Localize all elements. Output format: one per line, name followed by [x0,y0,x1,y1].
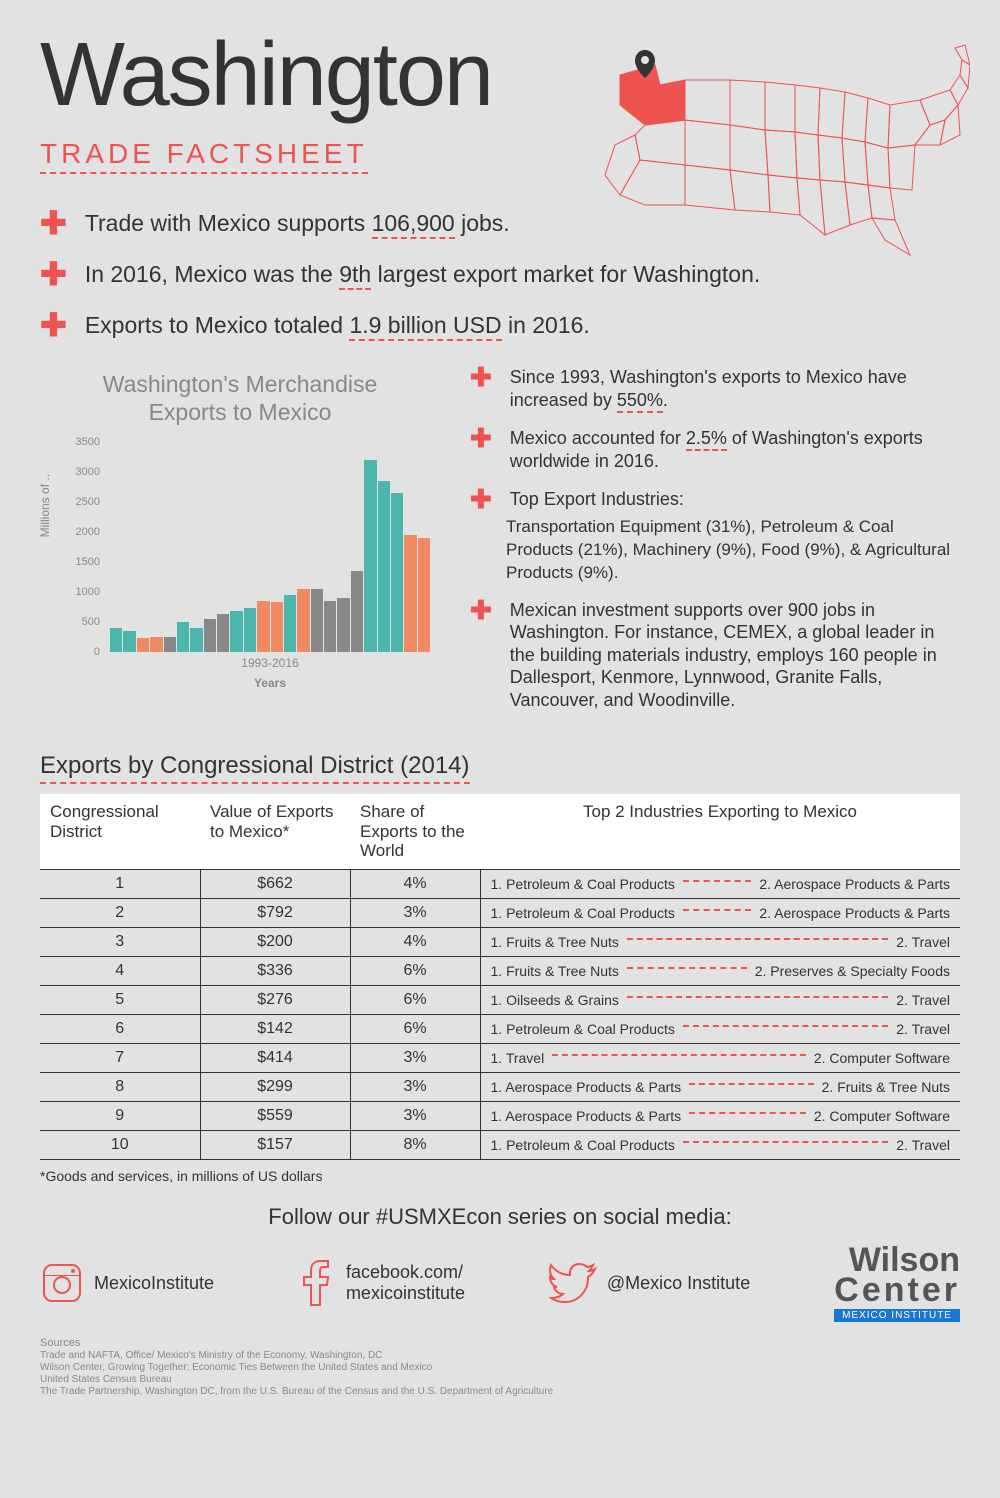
x-axis-label: 1993-2016 [110,656,430,670]
wilson-logo: Wilson Center MEXICO INSTITUTE [834,1245,960,1322]
bar [271,602,283,651]
bar [391,493,403,652]
table-row: 5$2766%1. Oilseeds & Grains2. Travel [40,985,960,1014]
bar [324,601,336,652]
instagram-icon [40,1261,84,1305]
bullet-item: ✚ Top Export Industries: [470,488,960,511]
bar [244,608,256,651]
col-header: Top 2 Industries Exporting to Mexico [480,794,960,869]
plus-icon: ✚ [470,599,492,622]
table-row: 2$7923%1. Petroleum & Coal Products2. Ae… [40,898,960,927]
chart-block: Washington's MerchandiseExports to Mexic… [40,361,440,727]
facebook-link[interactable]: facebook.com/mexicoinstitute [298,1259,465,1307]
bullet-item: ✚ Mexico accounted for 2.5% of Washingto… [470,427,960,472]
table-row: 7$4143%1. Travel2. Computer Software [40,1043,960,1072]
plus-icon: ✚ [470,488,492,511]
bar [404,535,416,652]
bar [177,622,189,652]
bar-chart: Millions of .. 0500100015002000250030003… [70,442,440,682]
bar [284,595,296,652]
bar [337,598,349,652]
plus-icon: ✚ [470,427,492,450]
x-axis-title: Years [110,676,430,690]
twitter-icon [549,1263,597,1303]
exports-heading: Exports by Congressional District (2014) [40,752,470,784]
bullet-item: ✚ In 2016, Mexico was the 9th largest ex… [40,260,960,289]
table-row: 3$2004%1. Fruits & Tree Nuts2. Travel [40,927,960,956]
bar [364,460,376,652]
col-header: Value of Exports to Mexico* [200,794,350,869]
bullet-item: ✚ Mexican investment supports over 900 j… [470,599,960,712]
bar [150,637,162,652]
plus-icon: ✚ [40,311,67,340]
us-map [590,30,970,260]
exports-table: Congressional District Value of Exports … [40,794,960,1160]
plus-icon: ✚ [40,209,67,238]
col-header: Share of Exports to the World [350,794,480,869]
y-axis-label: Millions of .. [38,474,52,537]
twitter-link[interactable]: @Mexico Institute [549,1263,750,1303]
table-row: 4$3366%1. Fruits & Tree Nuts2. Preserves… [40,956,960,985]
chart-title: Washington's MerchandiseExports to Mexic… [40,371,440,426]
table-row: 1$6624%1. Petroleum & Coal Products2. Ae… [40,869,960,898]
bar [418,538,430,652]
bar [110,628,122,652]
bar [230,611,242,652]
bullet-item: ✚ Exports to Mexico totaled 1.9 billion … [40,311,960,340]
table-row: 8$2993%1. Aerospace Products & Parts2. F… [40,1072,960,1101]
bar [311,589,323,652]
plus-icon: ✚ [470,366,492,389]
table-row: 10$1578%1. Petroleum & Coal Products2. T… [40,1130,960,1159]
subtitle: TRADE FACTSHEET [40,138,368,174]
social-heading: Follow our #USMXEcon series on social me… [40,1204,960,1230]
bar [297,589,309,652]
side-bullets: ✚ Since 1993, Washington's exports to Me… [470,361,960,727]
facebook-icon [298,1259,336,1307]
sources: Sources Trade and NAFTA, Office/ Mexico'… [40,1337,960,1398]
bar [164,637,176,652]
bar [351,571,363,652]
table-row: 6$1426%1. Petroleum & Coal Products2. Tr… [40,1014,960,1043]
table-note: *Goods and services, in millions of US d… [40,1168,960,1184]
col-header: Congressional District [40,794,200,869]
bullet-subtext: Transportation Equipment (31%), Petroleu… [506,516,960,585]
bar [190,628,202,652]
bar [137,638,149,651]
bar [217,614,229,651]
table-row: 9$5593%1. Aerospace Products & Parts2. C… [40,1101,960,1130]
bullet-item: ✚ Since 1993, Washington's exports to Me… [470,366,960,411]
bar [204,619,216,652]
instagram-link[interactable]: MexicoInstitute [40,1261,214,1305]
bar [378,481,390,652]
bar [257,601,269,652]
bar [123,631,135,652]
plus-icon: ✚ [40,260,67,289]
